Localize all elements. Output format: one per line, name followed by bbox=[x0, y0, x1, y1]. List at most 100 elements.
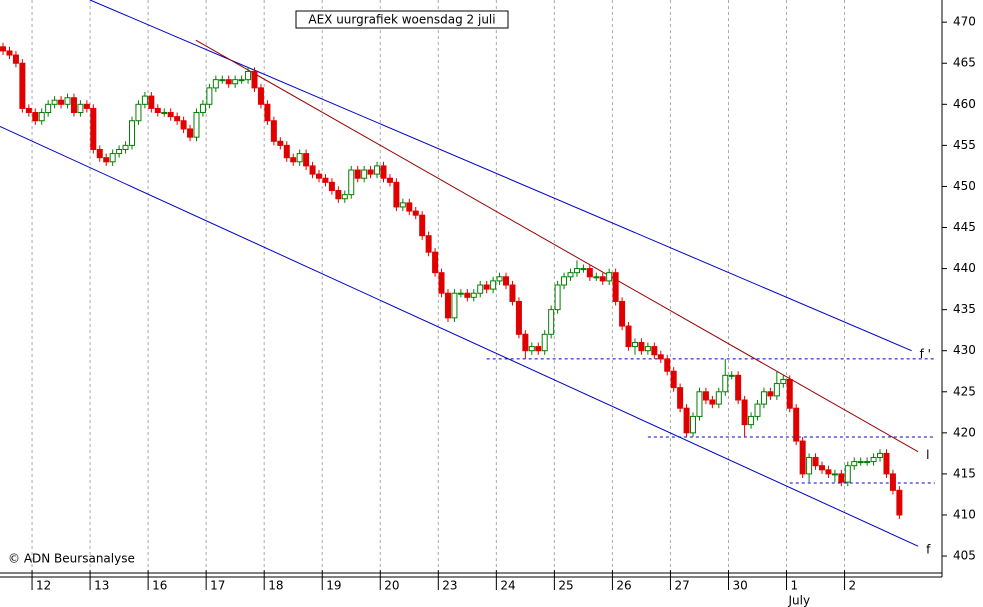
candle-body bbox=[503, 276, 510, 286]
candle-body bbox=[690, 415, 697, 434]
candle-body bbox=[683, 407, 690, 434]
candle-body bbox=[877, 452, 884, 458]
candle-body bbox=[148, 95, 155, 109]
credit: © ADN Beursanalyse bbox=[8, 552, 135, 566]
chart-title: AEX uurgrafiek woensdag 2 juli bbox=[308, 13, 495, 27]
candle-body bbox=[483, 284, 490, 290]
candle-body bbox=[831, 473, 838, 476]
candle-body bbox=[477, 284, 484, 294]
candle-body bbox=[380, 165, 387, 179]
x-tick-label: 27 bbox=[674, 579, 689, 593]
candle-body bbox=[748, 415, 755, 426]
trend-label: l bbox=[926, 448, 929, 462]
candle-body bbox=[573, 268, 580, 274]
x-tick-label: 2 bbox=[849, 579, 857, 593]
candle-body bbox=[535, 346, 542, 352]
candle-body bbox=[638, 341, 645, 352]
candle-body bbox=[154, 107, 161, 114]
candle-body bbox=[309, 165, 316, 175]
y-tick-label: 445 bbox=[953, 220, 976, 234]
candle-body bbox=[864, 461, 871, 464]
candle-body bbox=[806, 456, 813, 475]
candle-body bbox=[728, 374, 735, 377]
candle-body bbox=[103, 157, 110, 163]
candle-body bbox=[12, 54, 19, 64]
y-tick-label: 470 bbox=[953, 15, 976, 29]
candle-body bbox=[773, 383, 780, 397]
candle-body bbox=[51, 99, 58, 105]
candle-body bbox=[19, 62, 26, 109]
candle-body bbox=[419, 214, 426, 237]
candle-body bbox=[812, 456, 819, 467]
x-tick-label: 23 bbox=[442, 579, 457, 593]
candle-body bbox=[799, 440, 806, 475]
candle-body bbox=[722, 374, 729, 393]
candle-body bbox=[599, 276, 606, 282]
candle-body bbox=[612, 272, 619, 302]
candle-body bbox=[180, 120, 187, 130]
candle-body bbox=[341, 194, 348, 200]
trend-line bbox=[0, 126, 919, 547]
candle-body bbox=[0, 46, 7, 52]
candle-body bbox=[109, 153, 116, 163]
candle-body bbox=[161, 112, 168, 115]
candle-body bbox=[432, 251, 439, 274]
candle-body bbox=[393, 181, 400, 208]
candle-body bbox=[374, 165, 381, 175]
candle-body bbox=[167, 112, 174, 118]
candle-body bbox=[496, 276, 503, 282]
candle-body bbox=[277, 140, 284, 146]
month-label: July bbox=[788, 594, 811, 607]
candle-body bbox=[786, 378, 793, 409]
candle-body bbox=[580, 268, 587, 271]
candle-body bbox=[38, 112, 45, 122]
candle-body bbox=[70, 97, 77, 114]
y-tick-label: 405 bbox=[953, 549, 976, 563]
candle-body bbox=[657, 354, 664, 360]
y-tick-label: 415 bbox=[953, 466, 976, 480]
candle-body bbox=[870, 456, 877, 463]
candle-body bbox=[509, 284, 516, 302]
candle-body bbox=[96, 148, 103, 159]
y-tick-label: 435 bbox=[953, 302, 976, 316]
x-tick-label: 13 bbox=[94, 579, 109, 593]
candle-body bbox=[554, 284, 561, 311]
x-tick-label: 12 bbox=[36, 579, 51, 593]
candle-body bbox=[883, 452, 890, 475]
y-tick-label: 465 bbox=[953, 56, 976, 70]
trend-label: f ' bbox=[920, 347, 931, 361]
candle-body bbox=[206, 87, 213, 105]
candle-body bbox=[844, 465, 851, 483]
candle-body bbox=[335, 190, 342, 200]
y-tick-label: 420 bbox=[953, 425, 976, 439]
candle-body bbox=[367, 169, 374, 175]
candle-body bbox=[264, 103, 271, 122]
candle-body bbox=[838, 473, 845, 483]
candle-body bbox=[825, 469, 832, 475]
candle-body bbox=[470, 292, 477, 298]
candle-body bbox=[257, 87, 264, 105]
candle-body bbox=[490, 280, 497, 290]
candle-body bbox=[631, 341, 638, 348]
candle-body bbox=[715, 391, 722, 405]
candle-body bbox=[438, 272, 445, 294]
candle-body bbox=[760, 391, 767, 405]
x-tick-label: 25 bbox=[558, 579, 573, 593]
candle-body bbox=[619, 300, 626, 327]
candle-body bbox=[677, 387, 684, 409]
candle-body bbox=[361, 169, 368, 179]
candle-body bbox=[625, 325, 632, 348]
candle-body bbox=[283, 144, 290, 159]
candle-body bbox=[644, 346, 651, 352]
candle-body bbox=[561, 276, 568, 286]
y-tick-label: 455 bbox=[953, 138, 976, 152]
candle-body bbox=[251, 70, 258, 89]
candle-body bbox=[316, 173, 323, 179]
candle-body bbox=[709, 399, 716, 405]
candle-body bbox=[425, 235, 432, 253]
candle-body bbox=[767, 391, 774, 397]
candle-body bbox=[851, 461, 858, 467]
candle-body bbox=[199, 103, 206, 114]
candle-body bbox=[129, 120, 136, 146]
